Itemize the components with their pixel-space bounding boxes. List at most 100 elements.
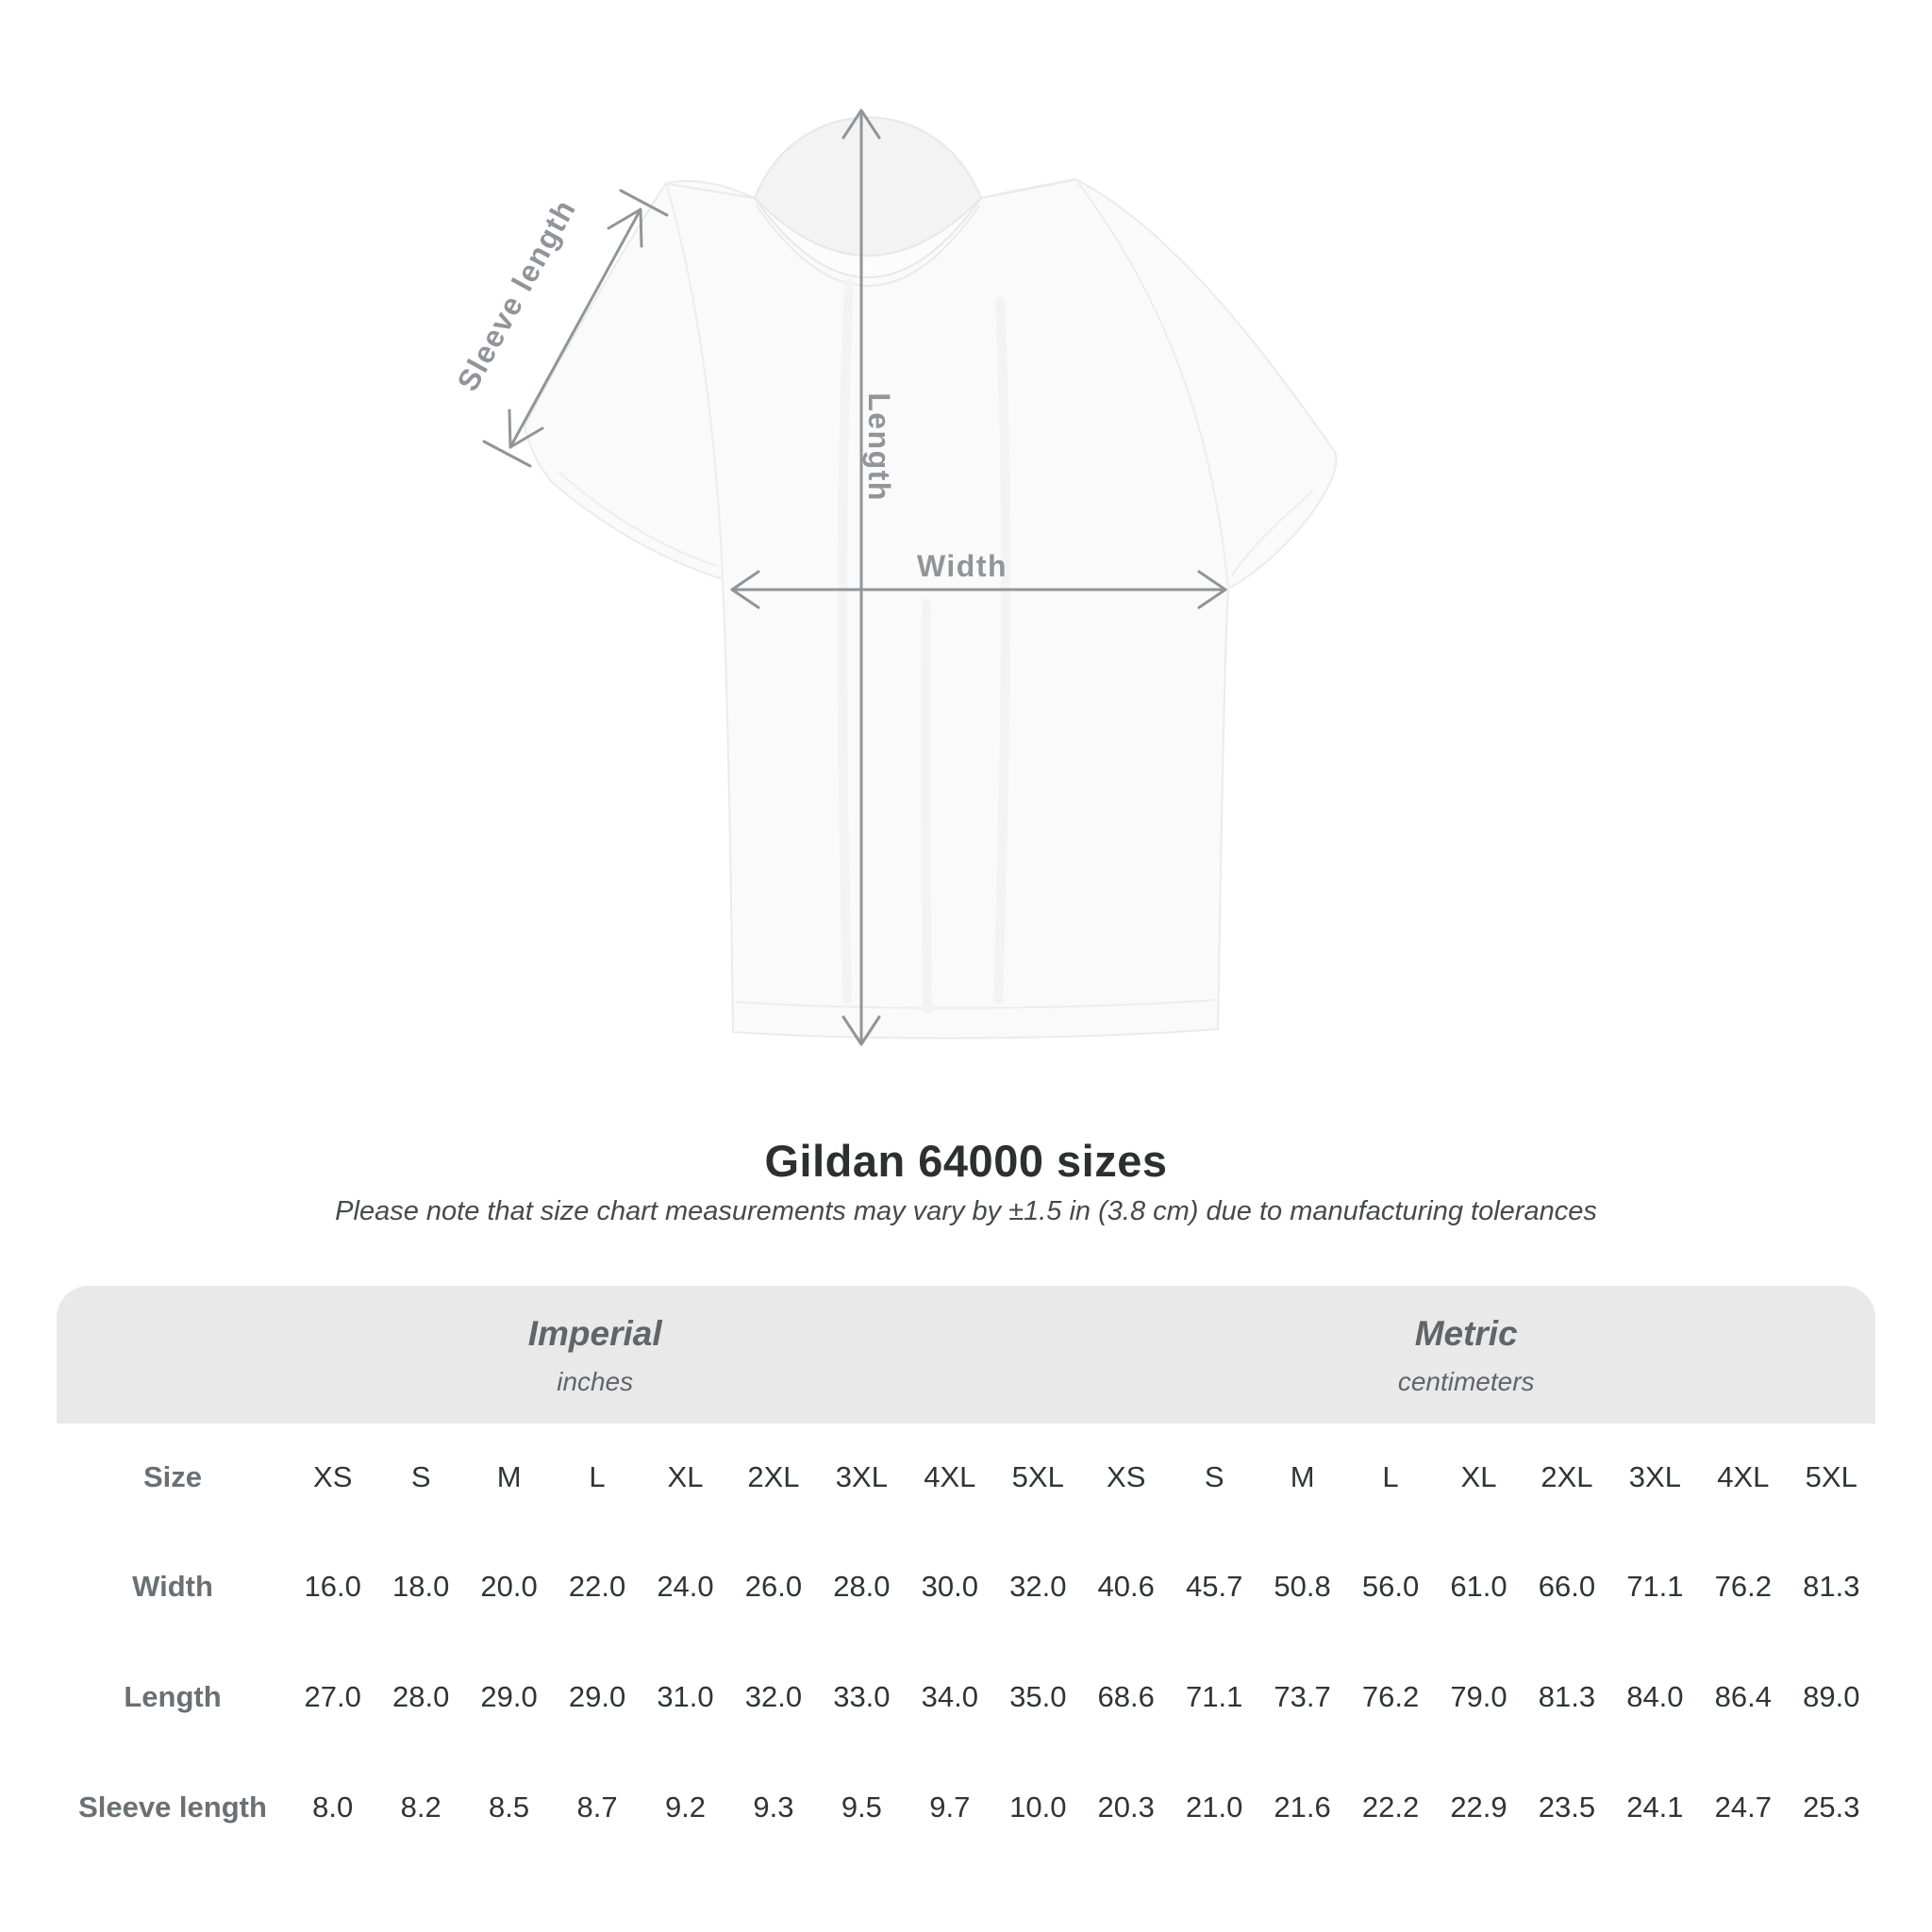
measurement-cell: 22.9 <box>1450 1790 1507 1824</box>
measurement-cell: 24.0 <box>657 1569 714 1603</box>
tolerance-note: Please note that size chart measurements… <box>335 1196 1597 1226</box>
size-column-header-cell: 3XL <box>835 1460 888 1493</box>
width-arrow <box>730 570 1227 609</box>
size-column-header-cell: L <box>1382 1460 1399 1493</box>
size-column-header-cell: 5XL <box>1805 1460 1857 1493</box>
imperial-label: Imperial <box>527 1314 662 1353</box>
measurement-cell: 23.5 <box>1538 1790 1596 1824</box>
measurement-cell: 29.0 <box>568 1679 626 1713</box>
row-label-cell: Width <box>132 1569 213 1603</box>
measurement-cell: 71.1 <box>1626 1569 1684 1603</box>
measurement-cell: 84.0 <box>1626 1679 1684 1713</box>
measurement-cell: 35.0 <box>1009 1679 1067 1713</box>
size-column-header-cell: 3XL <box>1628 1460 1681 1493</box>
measurement-cell: 8.7 <box>576 1790 618 1824</box>
measurement-cell: 56.0 <box>1361 1569 1420 1603</box>
measurement-cell: 8.0 <box>312 1790 354 1824</box>
measurement-cell: 81.3 <box>1538 1679 1596 1713</box>
size-grid: Size XS S M L XL 2XL 3XL 4XL 5XL XS S M L XL 2XL 3XL 4XL 5… <box>57 1424 1875 1863</box>
size-column-header-cell: XS <box>1107 1460 1146 1493</box>
measurement-cell: 34.0 <box>921 1679 978 1713</box>
width-label: Width <box>917 549 1008 583</box>
sleeve-length-arrow <box>482 189 669 468</box>
page-title: Gildan 64000 sizes <box>764 1136 1168 1186</box>
row-label-cell: Sleeve length <box>78 1790 267 1824</box>
measurement-cell: 33.0 <box>833 1679 891 1713</box>
unit-group-header: Imperial inches Metric centimeters <box>57 1286 1875 1424</box>
measurement-cell: 76.2 <box>1714 1569 1772 1603</box>
size-column-header-cell: S <box>410 1460 431 1493</box>
measurement-cell: 20.0 <box>480 1569 538 1603</box>
sleeve-seams <box>665 178 1229 588</box>
measurement-cell: 73.7 <box>1274 1679 1331 1713</box>
measurement-cell: 89.0 <box>1803 1679 1860 1713</box>
measurement-cell: 40.6 <box>1097 1569 1155 1603</box>
size-column-header-cell: 2XL <box>747 1460 800 1493</box>
size-column-header-cell: 4XL <box>1717 1460 1770 1493</box>
measurement-cell: 21.0 <box>1185 1790 1243 1824</box>
size-column-header-cell: XS <box>313 1460 353 1493</box>
size-column-header-cell: 4XL <box>924 1460 976 1493</box>
length-label: Length <box>862 392 896 502</box>
measurement-cell: 32.0 <box>1009 1569 1067 1603</box>
metric-group-header: Metric centimeters <box>1398 1314 1535 1397</box>
tshirt-graphic <box>524 116 1338 1040</box>
measurement-cell: 66.0 <box>1538 1569 1596 1603</box>
measurement-cell: 25.3 <box>1803 1790 1860 1824</box>
measurement-cell: 18.0 <box>391 1569 450 1603</box>
measurement-cell: 28.0 <box>391 1679 450 1713</box>
measurement-cell: 20.3 <box>1097 1790 1155 1824</box>
size-column-header-cell: 2XL <box>1541 1460 1593 1493</box>
size-column-header-cell: L <box>589 1460 606 1493</box>
measurement-cell: 9.7 <box>929 1790 971 1824</box>
measurement-cell: 28.0 <box>833 1569 891 1603</box>
measurement-cell: 8.2 <box>400 1790 441 1824</box>
measurement-cell: 68.6 <box>1097 1679 1155 1713</box>
measurement-cell: 24.7 <box>1714 1790 1772 1824</box>
measurement-cell: 22.0 <box>568 1569 626 1603</box>
measurement-cell: 29.0 <box>480 1679 538 1713</box>
size-column-header-cell: S <box>1204 1460 1224 1493</box>
measurement-cell: 76.2 <box>1361 1679 1420 1713</box>
measurement-cell: 61.0 <box>1450 1569 1507 1603</box>
size-column-header-cell: XL <box>1460 1460 1497 1493</box>
measurement-cell: 26.0 <box>744 1569 803 1603</box>
size-column-header-cell: 5XL <box>1011 1460 1064 1493</box>
hem-stitch <box>735 999 1216 1009</box>
measurement-cell: 9.5 <box>841 1790 882 1824</box>
measurement-cell: 71.1 <box>1185 1679 1243 1713</box>
metric-label: Metric <box>1414 1314 1518 1353</box>
measurement-cell: 21.6 <box>1274 1790 1331 1824</box>
imperial-group-header: Imperial inches <box>528 1314 662 1397</box>
size-table: Imperial inches Metric centimeters Size X… <box>57 1286 1875 1863</box>
collar-band <box>754 197 982 278</box>
measurement-cell: 22.2 <box>1361 1790 1420 1824</box>
measurement-cell: 45.7 <box>1185 1569 1243 1603</box>
tshirt-measurement-diagram: Sleeve length Length Width <box>450 108 1338 1046</box>
measurement-cell: 79.0 <box>1450 1679 1507 1713</box>
measurement-cell: 81.3 <box>1803 1569 1860 1603</box>
shoulder-seams <box>667 179 1074 199</box>
measurement-cell: 16.0 <box>304 1569 361 1603</box>
size-column-header-cell: M <box>496 1460 522 1493</box>
length-arrow <box>841 108 881 1046</box>
collar-stitch <box>756 205 980 287</box>
row-label-cell: Length <box>124 1679 222 1713</box>
measurement-cell: 9.2 <box>664 1790 707 1824</box>
measurement-cell: 10.0 <box>1009 1790 1067 1824</box>
imperial-unit-label: inches <box>557 1367 634 1396</box>
measurement-cell: 30.0 <box>921 1569 978 1603</box>
measurement-cell: 27.0 <box>304 1679 361 1713</box>
fabric-folds <box>838 278 1010 1014</box>
measurement-cell: 24.1 <box>1626 1790 1684 1824</box>
measurement-cell: 9.3 <box>753 1790 794 1824</box>
measurement-cell: 50.8 <box>1274 1569 1331 1603</box>
size-column-header-cell: M <box>1290 1460 1315 1493</box>
metric-unit-label: centimeters <box>1397 1367 1535 1396</box>
size-column-header-cell: XL <box>667 1460 704 1493</box>
measurement-cell: 32.0 <box>744 1679 803 1713</box>
measurement-cell: 86.4 <box>1714 1679 1772 1713</box>
size-header-cell: Size <box>142 1460 203 1493</box>
measurement-cell: 31.0 <box>657 1679 714 1713</box>
